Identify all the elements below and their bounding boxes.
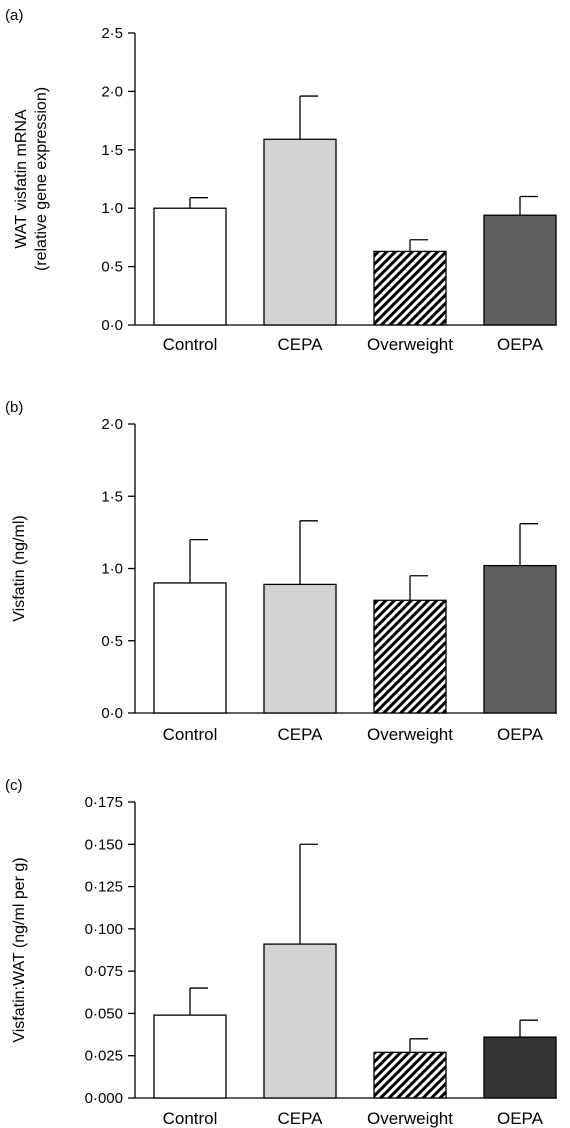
x-category-label: CEPA — [277, 335, 323, 354]
bar-oepa — [483, 564, 557, 714]
y-tick-label: 0·100 — [85, 921, 123, 938]
x-category-label: CEPA — [277, 725, 323, 744]
y-axis-label: Visfatin (ng/ml) — [11, 515, 28, 621]
bar-oepa — [483, 1036, 557, 1099]
y-tick-label: 0·150 — [85, 836, 123, 853]
y-tick-label: 1·5 — [101, 488, 123, 505]
y-axis-label-line2: (relative gene expression) — [33, 87, 50, 271]
x-category-label: Control — [163, 725, 218, 744]
bar-overweight — [373, 599, 447, 714]
y-tick-label: 1·0 — [101, 561, 123, 578]
y-tick-label: 0·000 — [85, 1090, 123, 1107]
y-tick-label: 0·175 — [85, 794, 123, 811]
y-tick-label: 0·5 — [101, 259, 123, 276]
panel-label: (c) — [5, 777, 23, 794]
y-tick-label: 0·075 — [85, 963, 123, 980]
x-category-label: Overweight — [367, 725, 453, 744]
y-tick-label: 1·5 — [101, 142, 123, 159]
x-category-label: OEPA — [497, 725, 544, 744]
bar-overweight — [373, 1051, 447, 1099]
y-axis-label: WAT visfatin mRNA — [13, 109, 30, 249]
x-category-label: Overweight — [367, 1109, 453, 1128]
y-tick-label: 2·0 — [101, 416, 123, 433]
bar-control — [153, 1014, 227, 1099]
x-category-label: Control — [163, 335, 218, 354]
panel-b: (b) 0·0 0·5 1·0 1·5 2·0 Visfatin (ng/ml) Contro… — [5, 399, 557, 744]
x-category-label: Control — [163, 1109, 218, 1128]
x-category-label: OEPA — [497, 335, 544, 354]
bar-oepa — [483, 214, 557, 326]
bar-cepa — [263, 138, 337, 326]
panel-label: (a) — [5, 7, 23, 24]
x-category-label: OEPA — [497, 1109, 544, 1128]
x-category-label: Overweight — [367, 335, 453, 354]
y-tick-label: 2·5 — [101, 25, 123, 42]
panel-c: (c) 0·000 0·025 0·050 0·075 0·100 0·125 0·150 0·… — [5, 777, 557, 1128]
panel-label: (b) — [5, 399, 23, 416]
y-tick-label: 0·050 — [85, 1005, 123, 1022]
y-tick-label: 0·0 — [101, 317, 123, 334]
y-tick-label: 0·0 — [101, 705, 123, 722]
y-tick-label: 1·0 — [101, 200, 123, 217]
bar-cepa — [263, 943, 337, 1099]
bar-cepa — [263, 583, 337, 714]
x-category-label: CEPA — [277, 1109, 323, 1128]
y-tick-label: 2·0 — [101, 83, 123, 100]
y-tick-label: 0·025 — [85, 1048, 123, 1065]
y-axis-label: Visfatin:WAT (ng/ml per g) — [11, 857, 28, 1042]
y-tick-label: 0·125 — [85, 879, 123, 896]
bar-control — [153, 207, 227, 326]
panel-a: (a) 0·0 0·5 1·0 1·5 2·0 2·5 WAT visfatin mRNA (r… — [5, 7, 557, 354]
y-tick-label: 0·5 — [101, 633, 123, 650]
bar-overweight — [373, 250, 447, 326]
bar-control — [153, 582, 227, 714]
